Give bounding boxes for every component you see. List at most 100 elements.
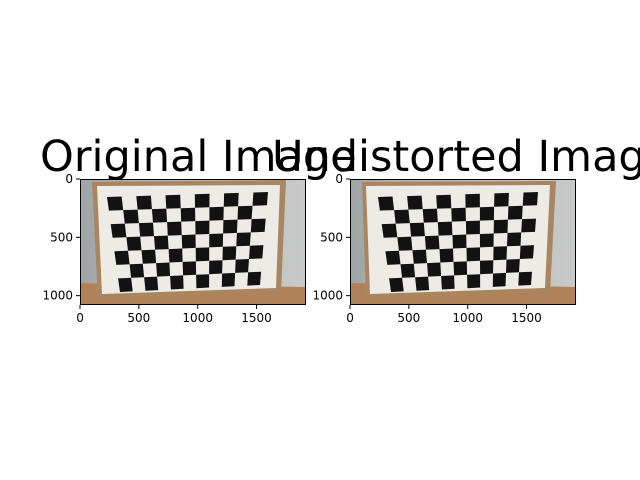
- checker-square: [400, 263, 416, 278]
- checker-square: [415, 276, 430, 291]
- checker-square: [223, 192, 239, 207]
- checker-square: [247, 271, 262, 286]
- checker-square: [412, 249, 427, 264]
- checker-square: [518, 271, 532, 286]
- checker-square: [168, 248, 183, 263]
- checker-square: [114, 250, 130, 265]
- checker-square: [437, 221, 453, 236]
- checker-square: [110, 223, 127, 238]
- original-image-axes: 0 500 1000 1500 0 500 1000: [42, 172, 306, 325]
- checker-square: [378, 196, 395, 211]
- checker-square: [493, 219, 508, 234]
- checker-square: [144, 276, 159, 291]
- axes-frame: [350, 179, 576, 305]
- checker-square: [381, 223, 398, 238]
- checker-square: [196, 274, 210, 289]
- checker-square: [252, 192, 268, 206]
- checker-square: [118, 277, 133, 292]
- checker-square: [141, 249, 157, 264]
- checker-square: [170, 275, 184, 290]
- undistorted-image-title: Undistorted Image: [272, 132, 640, 182]
- x-tick-label: 1000: [452, 311, 483, 325]
- undistorted-image-axes: 0 500 1000 1500 0 500 1000: [312, 172, 576, 325]
- checker-square: [136, 195, 152, 210]
- y-tick-label: 0: [65, 172, 73, 186]
- checker-square: [223, 219, 238, 234]
- checker-square: [182, 261, 197, 276]
- checkerboard: [378, 192, 538, 292]
- checker-square: [519, 245, 534, 259]
- checker-square: [465, 193, 480, 208]
- checker-square: [129, 263, 145, 278]
- checker-square: [237, 205, 253, 220]
- checker-square: [466, 247, 480, 262]
- checker-square: [235, 259, 249, 273]
- x-tick-label: 1000: [182, 311, 213, 325]
- checker-square: [492, 272, 506, 287]
- y-tick-label: 500: [320, 230, 343, 244]
- checker-square: [138, 222, 154, 237]
- checker-square: [394, 209, 410, 224]
- checker-square: [493, 246, 507, 261]
- checker-square: [521, 218, 536, 233]
- checker-square: [249, 245, 264, 259]
- checker-square: [507, 232, 522, 247]
- checkerboard: [107, 192, 268, 292]
- checker-square: [236, 232, 251, 247]
- checker-square: [107, 196, 124, 211]
- x-tick-label: 1500: [241, 311, 272, 325]
- checker-square: [427, 262, 442, 277]
- checker-square: [465, 220, 480, 235]
- original-image-title: Original Image: [40, 132, 357, 182]
- checker-square: [389, 277, 404, 292]
- checker-square: [424, 235, 440, 250]
- checker-square: [222, 246, 237, 261]
- checker-square: [439, 248, 454, 263]
- checker-square: [156, 262, 171, 277]
- checker-square: [385, 250, 401, 265]
- checker-square: [453, 261, 468, 276]
- checker-square: [154, 235, 169, 250]
- checker-square: [452, 234, 467, 249]
- checker-square: [436, 194, 452, 209]
- checker-square: [409, 222, 425, 237]
- checker-square: [221, 272, 236, 287]
- checker-square: [209, 233, 224, 248]
- original-photo: [80, 179, 306, 305]
- checker-square: [480, 260, 494, 275]
- checker-square: [407, 195, 423, 210]
- checker-square: [479, 233, 494, 248]
- checker-square: [451, 207, 466, 222]
- y-tick-label: 1000: [312, 289, 343, 303]
- x-tick-label: 0: [346, 311, 354, 325]
- checker-square: [181, 234, 196, 249]
- checker-square: [441, 275, 455, 290]
- checker-square: [123, 209, 139, 224]
- checker-square: [180, 207, 196, 222]
- checker-square: [194, 193, 210, 208]
- checker-square: [195, 220, 210, 235]
- checker-square: [494, 192, 509, 207]
- y-tick-label: 500: [50, 230, 73, 244]
- checker-square: [126, 236, 142, 251]
- checker-square: [467, 274, 481, 289]
- x-tick-label: 0: [76, 311, 84, 325]
- checker-square: [151, 208, 168, 223]
- undistorted-photo: [350, 179, 576, 305]
- axes-frame: [80, 179, 306, 305]
- checker-square: [195, 247, 210, 262]
- checker-square: [522, 192, 538, 206]
- checker-square: [422, 208, 438, 223]
- y-tick-label: 1000: [42, 289, 73, 303]
- x-tick-label: 500: [127, 311, 150, 325]
- checker-square: [479, 206, 495, 221]
- checker-square: [506, 259, 520, 273]
- x-tick-label: 1500: [511, 311, 542, 325]
- checker-square: [209, 260, 223, 275]
- checker-square: [250, 218, 266, 233]
- checker-square: [209, 206, 224, 221]
- checker-square: [397, 236, 413, 251]
- checker-square: [165, 194, 181, 209]
- y-tick-label: 0: [335, 172, 343, 186]
- checker-square: [507, 205, 523, 220]
